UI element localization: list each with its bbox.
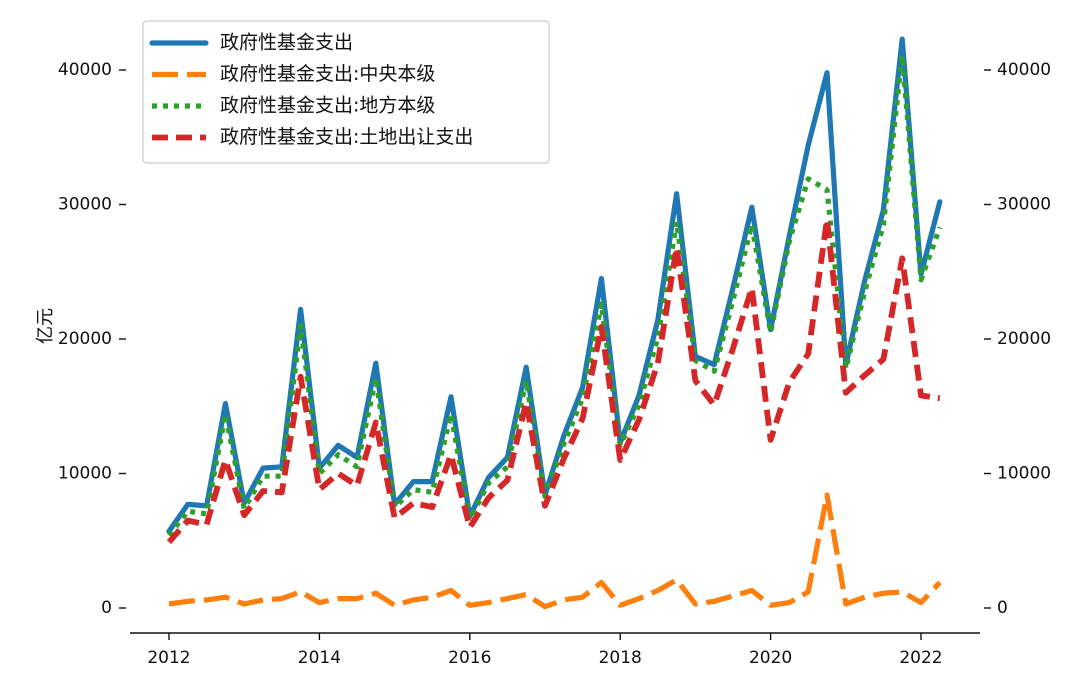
- axes-layer: 2012 2014 2016 2018 2020 2022 0 0 10000 10000 2000…: [58, 60, 1051, 668]
- legend-label-1: 政府性基金支出:中央本级: [220, 63, 435, 85]
- x-tick-label: 2016: [448, 648, 491, 668]
- series-line-1: [168, 492, 942, 610]
- x-tick-label: 2020: [749, 648, 792, 668]
- y-tick-label-left: 10000: [58, 464, 112, 484]
- y-tick-label-right: 20000: [997, 329, 1051, 349]
- y-tick-label-left: 0: [101, 598, 112, 618]
- y-tick-label-right: 0: [997, 598, 1008, 618]
- series-line-3: [166, 216, 941, 545]
- legend-label-3: 政府性基金支出:土地出让支出: [220, 126, 473, 148]
- legend: 政府性基金支出政府性基金支出:中央本级政府性基金支出:地方本级政府性基金支出:土…: [142, 20, 550, 164]
- y-tick-label-right: 30000: [997, 195, 1051, 215]
- x-tick-label: 2018: [599, 648, 642, 668]
- legend-box: [142, 20, 550, 164]
- y-tick-label-left: 40000: [58, 60, 112, 80]
- y-tick-label-right: 10000: [997, 464, 1051, 484]
- legend-label-0: 政府性基金支出: [220, 32, 353, 54]
- y-tick-label-right: 40000: [997, 60, 1051, 80]
- series-line-2: [166, 52, 943, 537]
- x-tick-label: 2012: [147, 648, 190, 668]
- x-tick-label: 2022: [899, 648, 942, 668]
- legend-label-2: 政府性基金支出:地方本级: [220, 95, 435, 117]
- x-tick-label: 2014: [298, 648, 341, 668]
- y-tick-label-left: 20000: [58, 329, 112, 349]
- series-layer: [166, 36, 943, 610]
- y-tick-label-left: 30000: [58, 195, 112, 215]
- y-axis-label: 亿元: [35, 308, 56, 344]
